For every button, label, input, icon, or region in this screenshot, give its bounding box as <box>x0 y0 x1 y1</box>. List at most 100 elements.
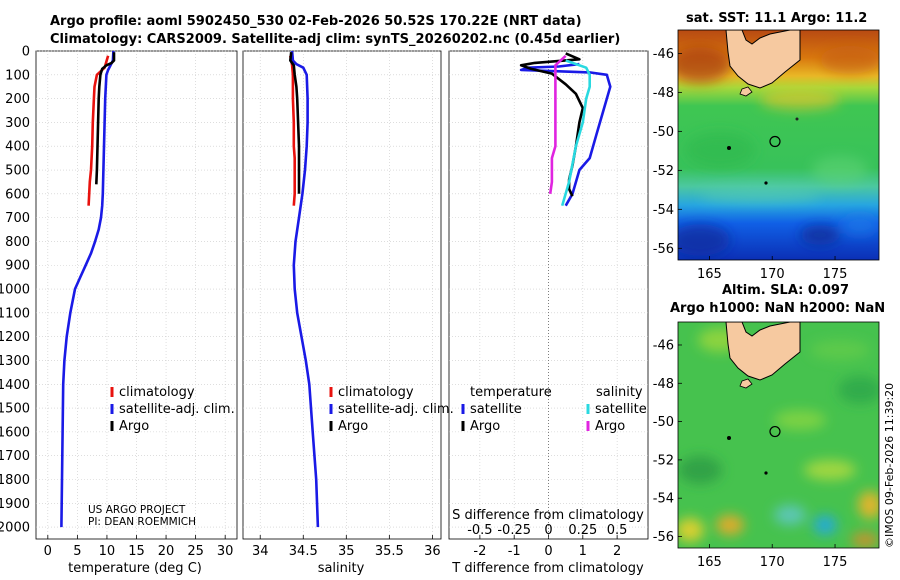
difference-line-s-satellite <box>560 59 592 207</box>
salinity-line-argo <box>288 52 301 194</box>
depth-tick-label: 1200 <box>0 330 30 345</box>
salinity-line-climatology <box>289 55 297 206</box>
depth-tick-label: 1400 <box>0 378 30 393</box>
legend-satellite-label: satellite-adj. clim. <box>338 402 454 417</box>
salinity-tick-labels: 34 34.5 35 35.5 36 <box>252 544 441 559</box>
legend-t-satellite-label: satellite <box>470 402 522 417</box>
sla-argo-position-marker <box>769 425 781 438</box>
depth-tick-label: 200 <box>5 92 30 107</box>
s-difference-tick-labels: -0.5 -0.25 0 0.25 0.5 <box>467 523 627 538</box>
island-bounty <box>795 117 799 121</box>
sla-longitude-tick-label: 165 <box>697 555 722 570</box>
sst-longitude-ticks: 165 170 175 <box>697 256 847 282</box>
legend-satellite-label: satellite-adj. clim. <box>119 402 235 417</box>
s-difference-tick-label: -0.25 <box>497 523 531 538</box>
depth-tick-label: 1600 <box>0 425 30 440</box>
sst-latitude-tick-label: -56 <box>653 242 674 257</box>
salinity-series <box>288 50 320 528</box>
difference-legend: temperature satellite Argo salinity sate… <box>461 385 647 434</box>
sst-argo-position-marker <box>769 135 781 148</box>
sst-latitude-tick-label: -46 <box>653 47 674 62</box>
difference-line-s-argo <box>548 54 567 194</box>
sla-latitude-tick-label: -56 <box>653 530 674 545</box>
salinity-axis-label: salinity <box>318 561 365 576</box>
sst-latitude-tick-label: -54 <box>653 203 674 218</box>
difference-tick-label: -2 <box>473 544 486 559</box>
salinity-tick-label: 35 <box>338 544 355 559</box>
legend-climatology-label: climatology <box>338 385 414 400</box>
land-new-zealand <box>725 322 801 381</box>
temperature-tick-labels: 0 5 10 15 20 25 30 <box>44 544 234 559</box>
island-campbell <box>764 181 768 185</box>
s-difference-tick-label: 0.25 <box>568 523 597 538</box>
depth-tick-label: 1900 <box>0 497 30 512</box>
difference-tick-label: -1 <box>508 544 521 559</box>
legend-temperature-heading: temperature <box>470 385 552 400</box>
legend-s-argo-label: Argo <box>595 419 625 434</box>
temperature-tick-label: 20 <box>158 544 175 559</box>
depth-tick-label: 1300 <box>0 354 30 369</box>
depth-tick-label: 900 <box>5 259 30 274</box>
sst-map: 165 170 175 -46 -48 -50 -52 -54 -56 <box>653 29 880 282</box>
s-difference-axis-label: S difference from climatology <box>452 508 644 523</box>
depth-tick-label: 0 <box>22 45 30 60</box>
temperature-axis-label: temperature (deg C) <box>68 561 202 576</box>
depth-tick-label: 100 <box>5 68 30 83</box>
salinity-tick-label: 34 <box>252 544 269 559</box>
depth-tick-label: 2000 <box>0 521 30 536</box>
legend-climatology-label: climatology <box>119 385 195 400</box>
sla-longitude-tick-label: 170 <box>760 555 785 570</box>
island-auckland <box>727 436 731 440</box>
sla-map: 165 170 175 -46 -48 -50 -52 -54 -56 <box>653 321 880 570</box>
sst-longitude-tick-label: 165 <box>697 267 722 282</box>
legend-s-satellite-label: satellite <box>595 402 647 417</box>
depth-tick-label: 800 <box>5 235 30 250</box>
salinity-line-satellite-adj-clim- <box>290 50 320 528</box>
sla-latitude-tick-label: -46 <box>653 338 674 353</box>
salinity-plot-frame <box>242 50 442 540</box>
sla-map-title: Altim. SLA: 0.097 <box>722 283 849 298</box>
legend-argo-label: Argo <box>119 419 149 434</box>
temperature-tick-label: 0 <box>44 544 52 559</box>
depth-tick-label: 500 <box>5 164 30 179</box>
sst-longitude-tick-label: 170 <box>760 267 785 282</box>
salinity-grid <box>243 50 441 539</box>
difference-series <box>519 52 612 207</box>
salinity-tick-label: 36 <box>424 544 441 559</box>
depth-tick-label: 600 <box>5 187 30 202</box>
temperature-line-satellite-adj-clim- <box>60 50 115 528</box>
island-stewart <box>739 86 753 97</box>
difference-tick-label: 0 <box>544 544 552 559</box>
temperature-tick-label: 15 <box>128 544 145 559</box>
sst-latitude-tick-label: -48 <box>653 86 674 101</box>
salinity-tick-label: 35.5 <box>375 544 404 559</box>
sla-longitude-ticks: 165 170 175 <box>697 544 847 570</box>
sla-latitude-tick-label: -50 <box>653 415 674 430</box>
sla-latitude-tick-label: -54 <box>653 492 674 507</box>
sla-latitude-ticks: -46 -48 -50 -52 -54 -56 <box>653 338 682 545</box>
project-line-2: PI: DEAN ROEMMICH <box>88 516 196 528</box>
sla-latitude-tick-label: -48 <box>653 377 674 392</box>
s-difference-tick-label: -0.5 <box>467 523 492 538</box>
difference-grid <box>449 50 648 539</box>
island-auckland <box>727 146 731 150</box>
island-campbell <box>764 471 768 475</box>
depth-tick-label: 400 <box>5 140 30 155</box>
temperature-series <box>60 50 116 528</box>
depth-tick-label: 1800 <box>0 473 30 488</box>
temperature-line-climatology <box>87 55 110 206</box>
land-new-zealand <box>725 30 801 89</box>
legend-salinity-heading: salinity <box>596 385 643 400</box>
depth-tick-label: 1500 <box>0 402 30 417</box>
sla-latitude-tick-label: -52 <box>653 453 674 468</box>
s-difference-tick-label: 0.5 <box>607 523 628 538</box>
sst-longitude-tick-label: 175 <box>823 267 848 282</box>
sst-latitude-tick-label: -52 <box>653 164 674 179</box>
depth-tick-label: 300 <box>5 116 30 131</box>
temperature-tick-label: 5 <box>73 544 81 559</box>
s-difference-tick-label: 0 <box>544 523 552 538</box>
header-line-1: Argo profile: aoml 5902450_530 02-Feb-20… <box>50 14 582 29</box>
temperature-line-argo <box>95 52 116 185</box>
temperature-tick-label: 30 <box>217 544 234 559</box>
